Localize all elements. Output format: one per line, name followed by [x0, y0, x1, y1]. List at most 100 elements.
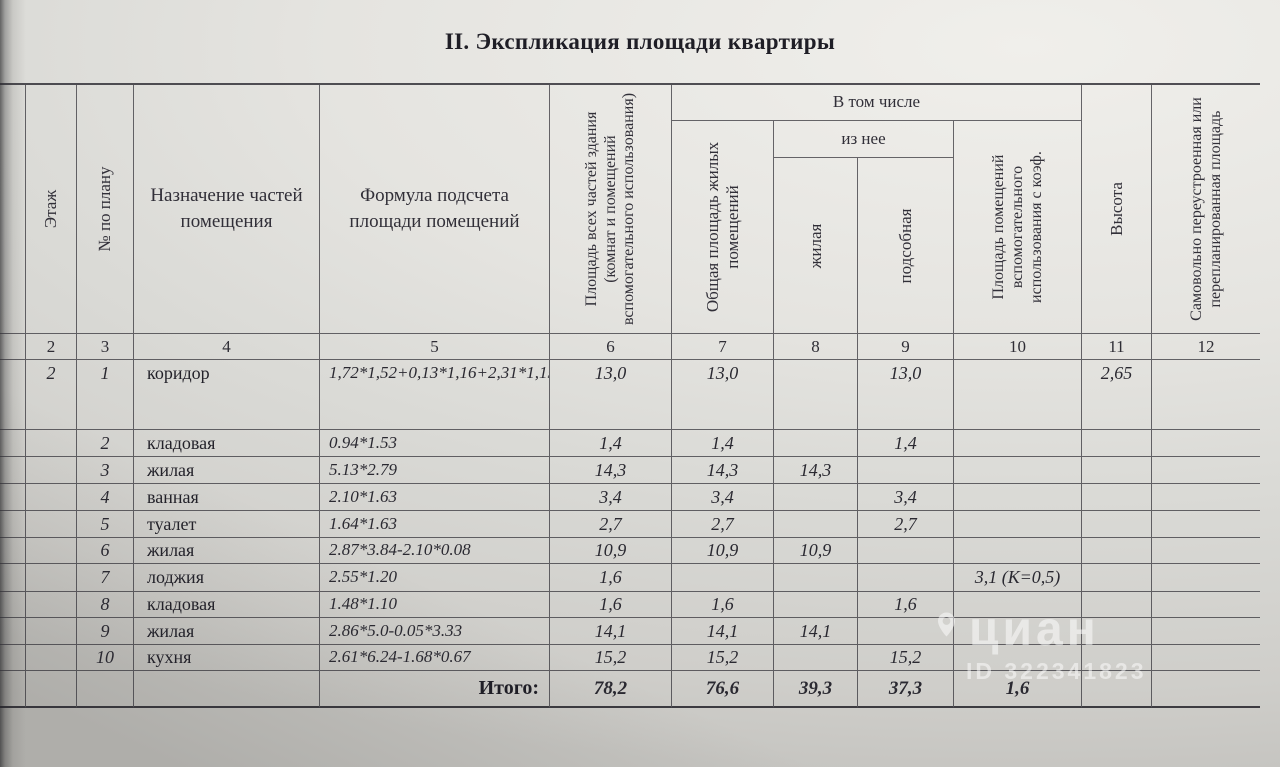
header-cell-aux-coef-area: Площадь помещений вспомогательного испол…	[954, 121, 1082, 334]
cell-crop	[0, 511, 26, 538]
explication-table: Этаж № по плану Назначение частей помеще…	[0, 83, 1260, 708]
table-row: 6 жилая 2.87*3.84-2.10*0.08 10,9 10,9 10…	[0, 538, 1260, 564]
cell-room-name: кладовая	[134, 592, 320, 618]
cell-floor	[26, 484, 77, 511]
table-row: 4 ванная 2.10*1.63 3,4 3,4 3,4	[0, 484, 1260, 511]
cell-height	[1082, 618, 1152, 645]
cell-area-living-total: 1,4	[672, 430, 774, 457]
cell-floor	[26, 618, 77, 645]
cell-area-coef	[954, 360, 1082, 430]
cell-area-total: 1,4	[550, 430, 672, 457]
cell-floor	[26, 430, 77, 457]
cell-plan-number: 2	[77, 430, 134, 457]
cell-plan-number: 4	[77, 484, 134, 511]
cell-unauthorized	[1152, 360, 1260, 430]
totals-empty	[77, 671, 134, 708]
cell-area-living	[774, 564, 858, 592]
cell-area-living-total: 14,1	[672, 618, 774, 645]
header-label-living-total: Общая площадь жилых помещений	[702, 141, 742, 313]
cell-area-total: 10,9	[550, 538, 672, 564]
header-cell-auxiliary: подсобная	[858, 158, 954, 334]
cell-room-name: жилая	[134, 538, 320, 564]
cell-height	[1082, 430, 1152, 457]
table-row: 9 жилая 2.86*5.0-0.05*3.33 14,1 14,1 14,…	[0, 618, 1260, 645]
cell-floor	[26, 645, 77, 671]
header-cell-formula: Формула подсчета площади помещений	[320, 85, 550, 334]
cell-height	[1082, 592, 1152, 618]
cell-room-name: кухня	[134, 645, 320, 671]
colnum-cell: 6	[550, 334, 672, 360]
cell-height	[1082, 645, 1152, 671]
cell-area-total: 14,1	[550, 618, 672, 645]
cell-floor	[26, 564, 77, 592]
header-cell-cropped-col1	[0, 85, 26, 334]
table-row: 8 кладовая 1.48*1.10 1,6 1,6 1,6	[0, 592, 1260, 618]
header-cell-purpose: Назначение частей помещения	[134, 85, 320, 334]
totals-height	[1082, 671, 1152, 708]
cell-area-living	[774, 484, 858, 511]
cell-plan-number: 8	[77, 592, 134, 618]
cell-crop	[0, 484, 26, 511]
cell-area-auxiliary	[858, 457, 954, 484]
cell-plan-number: 7	[77, 564, 134, 592]
header-label-total-area: Площадь всех частей здания (комнат и пом…	[582, 92, 637, 326]
cell-height	[1082, 538, 1152, 564]
table-header: Этаж № по плану Назначение частей помеще…	[0, 85, 1260, 334]
cell-plan-number: 5	[77, 511, 134, 538]
cell-plan-number: 10	[77, 645, 134, 671]
cell-area-auxiliary	[858, 618, 954, 645]
header-label-purpose: Назначение частей помещения	[150, 185, 303, 232]
document-title: II. Экспликация площади квартиры	[444, 28, 836, 54]
cell-area-coef	[954, 457, 1082, 484]
cell-unauthorized	[1152, 564, 1260, 592]
header-cell-height: Высота	[1082, 85, 1152, 334]
cell-formula: 2.10*1.63	[320, 484, 550, 511]
cell-area-total: 13,0	[550, 360, 672, 430]
totals-area-living-total: 76,6	[672, 671, 774, 708]
cell-area-total: 14,3	[550, 457, 672, 484]
header-label-living: жилая	[805, 223, 825, 268]
cell-room-name: коридор	[134, 360, 320, 430]
cell-crop	[0, 645, 26, 671]
cell-room-name: туалет	[134, 511, 320, 538]
cell-area-living	[774, 360, 858, 430]
colnum-cell: 5	[320, 334, 550, 360]
cell-area-living: 14,3	[774, 457, 858, 484]
header-cell-floor: Этаж	[26, 85, 77, 334]
cell-unauthorized	[1152, 457, 1260, 484]
cell-area-auxiliary	[858, 564, 954, 592]
cell-area-total: 2,7	[550, 511, 672, 538]
cell-area-living	[774, 511, 858, 538]
cell-area-auxiliary: 13,0	[858, 360, 954, 430]
header-cell-plan-number: № по плану	[77, 85, 134, 334]
colnum-cell: 10	[954, 334, 1082, 360]
cell-area-auxiliary: 1,6	[858, 592, 954, 618]
cell-formula: 1,72*1,52+0,13*1,16+2,31*1,15+2,79*1,1+1…	[320, 360, 550, 430]
cell-plan-number: 6	[77, 538, 134, 564]
cell-area-coef	[954, 511, 1082, 538]
totals-empty	[26, 671, 77, 708]
header-label-auxiliary: подсобная	[895, 208, 915, 283]
colnum-cell	[0, 334, 26, 360]
cell-area-auxiliary	[858, 538, 954, 564]
cell-floor	[26, 538, 77, 564]
cell-room-name: кладовая	[134, 430, 320, 457]
table-row: 10 кухня 2.61*6.24-1.68*0.67 15,2 15,2 1…	[0, 645, 1260, 671]
cell-height	[1082, 457, 1152, 484]
header-label-plan-number: № по плану	[94, 166, 114, 252]
cell-formula: 2.86*5.0-0.05*3.33	[320, 618, 550, 645]
table-row: 2 1 коридор 1,72*1,52+0,13*1,16+2,31*1,1…	[0, 360, 1260, 430]
header-cell-living: жилая	[774, 158, 858, 334]
cell-crop	[0, 538, 26, 564]
totals-unauthorized	[1152, 671, 1260, 708]
cell-floor	[26, 457, 77, 484]
cell-area-living-total: 2,7	[672, 511, 774, 538]
header-group-of-it: из нее	[774, 121, 954, 158]
totals-row: Итого: 78,2 76,6 39,3 37,3 1,6	[0, 671, 1260, 708]
cell-area-coef	[954, 430, 1082, 457]
totals-area-coef: 1,6	[954, 671, 1082, 708]
colnum-cell: 9	[858, 334, 954, 360]
cell-height	[1082, 564, 1152, 592]
header-label-height: Высота	[1106, 182, 1126, 236]
